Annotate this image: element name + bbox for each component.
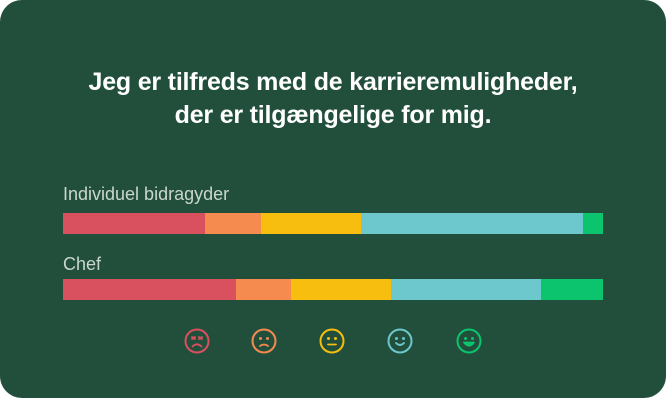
category-label-individual-contributor: Individuel bidragyder [63, 184, 230, 204]
satisfied-face-icon [387, 328, 413, 354]
bar-segment-3 [260, 213, 361, 234]
sentiment-legend [0, 328, 666, 354]
very-dissatisfied-face-icon [184, 328, 210, 354]
bar-segment-4 [360, 213, 583, 234]
chart-title-line-2: der er tilgængelige for mig. [174, 101, 492, 129]
neutral-face-icon [319, 328, 345, 354]
stacked-bar-individual-contributor [63, 213, 603, 234]
bar-segment-4 [391, 279, 542, 300]
chart-title: Jeg er tilfreds med de karrieremulighede… [0, 66, 666, 132]
bar-segment-5 [582, 213, 603, 234]
bar-segment-5 [541, 279, 603, 300]
chart-title-line-1: Jeg er tilfreds med de karrieremulighede… [88, 68, 578, 96]
stacked-bar-manager [63, 279, 603, 300]
bar-segment-2 [205, 213, 261, 234]
bar-segment-1 [63, 213, 206, 234]
very-satisfied-face-icon [456, 328, 482, 354]
bar-segment-3 [291, 279, 392, 300]
bar-segment-2 [235, 279, 292, 300]
bar-segment-1 [63, 279, 236, 300]
category-label-manager: Chef [63, 254, 102, 274]
dissatisfied-face-icon [251, 328, 277, 354]
